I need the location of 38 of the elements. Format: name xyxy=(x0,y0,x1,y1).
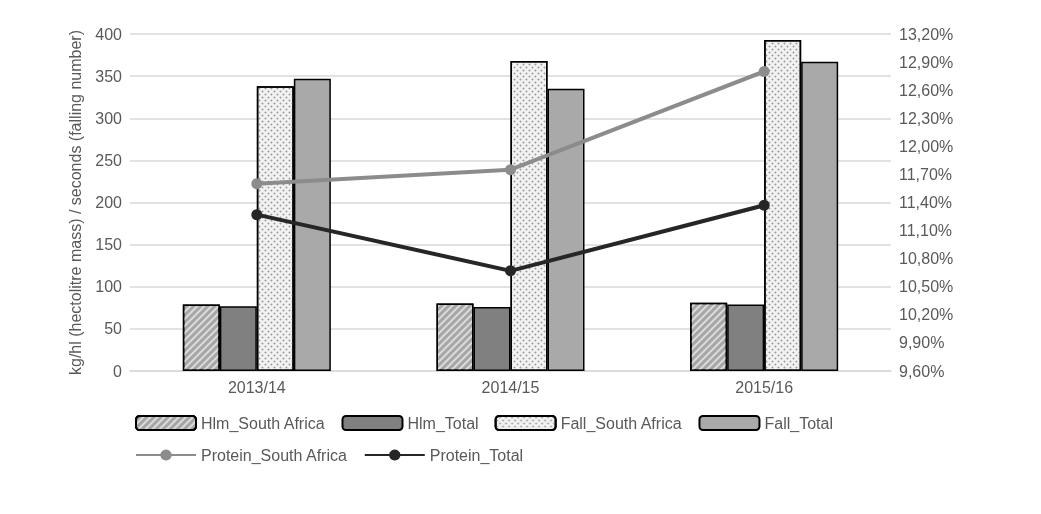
y-tick-label: 250 xyxy=(95,151,123,169)
legend-label: Protein_Total xyxy=(429,446,524,465)
legend-label: Fall_South Africa xyxy=(560,414,682,433)
point xyxy=(505,164,516,176)
legend-label: Hlm_Total xyxy=(407,414,479,433)
y-tick-label: 350 xyxy=(95,67,123,85)
y2-tick-label: 12,30% xyxy=(899,109,954,127)
y2-tick-label: 13,20% xyxy=(899,25,954,43)
y2-tick-label: 11,40% xyxy=(899,194,953,211)
y-tick-label: 200 xyxy=(95,194,123,211)
legend-label: Protein_South Africa xyxy=(201,446,347,465)
x-tick-label: 2013/14 xyxy=(227,378,286,396)
y2-tick-label: 10,50% xyxy=(899,278,954,296)
y-axis-title: kg/hl (hectolitre mass) / seconds (falling number) xyxy=(66,29,84,376)
y-tick-label: 100 xyxy=(95,278,123,296)
x-tick-label: 2014/15 xyxy=(481,378,540,396)
point xyxy=(758,199,770,211)
x-tick-label: 2015/16 xyxy=(735,378,794,396)
y2-tick-label: 9,90% xyxy=(899,334,945,352)
point xyxy=(251,209,263,221)
y2-tick-label: 11,70% xyxy=(899,165,953,183)
y2-tick-label: 11,10% xyxy=(899,222,953,240)
y-tick-label: 0 xyxy=(113,362,123,380)
y-tick-label: 300 xyxy=(95,109,123,127)
y2-tick-label: 12,90% xyxy=(899,53,954,71)
legend-label: Hlm_South Africa xyxy=(201,414,325,433)
y2-tick-label: 12,00% xyxy=(899,137,954,155)
y-tick-label: 400 xyxy=(95,25,123,43)
point xyxy=(758,65,770,77)
y-tick-label: 150 xyxy=(95,236,123,254)
y2-tick-label: 10,20% xyxy=(899,306,954,324)
y2-tick-label: 9,60% xyxy=(899,362,945,380)
y2-tick-label: 10,80% xyxy=(899,250,954,268)
y2-tick-label: 12,60% xyxy=(899,81,954,99)
legend-label: Fall_Total xyxy=(764,414,833,433)
point xyxy=(505,265,516,277)
y-tick-label: 50 xyxy=(104,320,123,338)
point xyxy=(251,178,263,190)
